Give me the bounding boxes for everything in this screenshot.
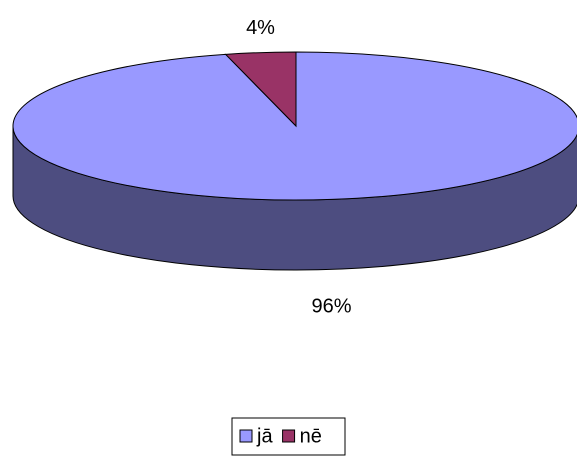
data-label: 96% [311,296,351,318]
data-label: 4% [246,17,275,39]
legend-swatch [282,429,296,443]
legend-label: jā [256,425,273,447]
slice [224,51,297,128]
slice [12,51,577,201]
legend-swatch [239,429,253,443]
legend-label: nē [300,425,322,447]
